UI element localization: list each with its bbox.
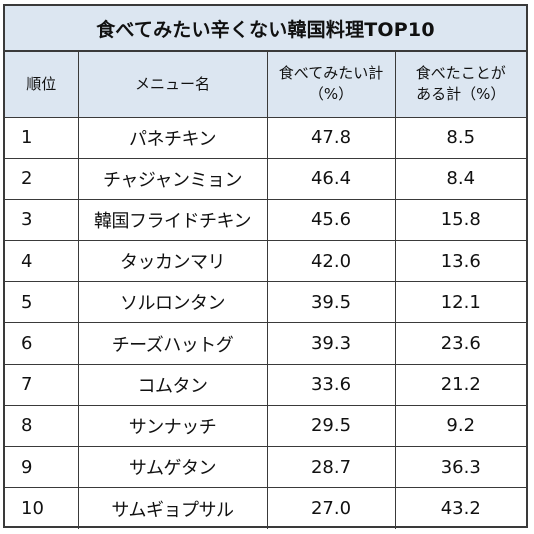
rank-cell: 10 <box>5 487 79 529</box>
rank-cell: 4 <box>5 240 79 283</box>
want-percent-cell: 29.5 <box>266 404 396 448</box>
header-menu: メニュー名 <box>77 52 268 118</box>
table-row: 6 チーズハットグ 39.3 23.6 <box>5 322 526 365</box>
menu-name-cell: サムギョプサル <box>77 487 268 529</box>
table-row: 5 ソルロンタン 39.5 12.1 <box>5 281 526 324</box>
table-row: 10 サムギョプサル 27.0 43.2 <box>5 487 526 529</box>
table-row: 3 韓国フライドチキン 45.6 15.8 <box>5 198 526 242</box>
header-rank: 順位 <box>5 52 79 118</box>
rank-cell: 6 <box>5 322 79 365</box>
ate-percent-cell: 8.4 <box>394 157 526 200</box>
ate-percent-cell: 43.2 <box>394 487 526 529</box>
menu-name-cell: ソルロンタン <box>77 281 268 324</box>
rank-cell: 1 <box>5 116 79 159</box>
menu-name-cell: タッカンマリ <box>77 240 268 283</box>
ate-percent-cell: 23.6 <box>394 322 526 365</box>
table-title: 食べてみたい辛くない韓国料理TOP10 <box>5 6 526 52</box>
menu-name-cell: 韓国フライドチキン <box>77 198 268 242</box>
menu-name-cell: チーズハットグ <box>77 322 268 365</box>
menu-name-cell: コムタン <box>77 363 268 406</box>
want-percent-cell: 42.0 <box>266 240 396 283</box>
header-row: 順位 メニュー名 食べてみたい計 （%） 食べたことが ある計（%） <box>5 52 526 118</box>
header-ate-line2: ある計（%） <box>416 85 506 104</box>
table-row: 2 チャジャンミョン 46.4 8.4 <box>5 157 526 200</box>
want-percent-cell: 39.5 <box>266 281 396 324</box>
ate-percent-cell: 21.2 <box>394 363 526 406</box>
header-want: 食べてみたい計 （%） <box>266 52 396 118</box>
menu-name-cell: サムゲタン <box>77 445 268 489</box>
table-row: 4 タッカンマリ 42.0 13.6 <box>5 240 526 283</box>
table-row: 7 コムタン 33.6 21.2 <box>5 363 526 406</box>
header-ate: 食べたことが ある計（%） <box>394 52 526 118</box>
ate-percent-cell: 8.5 <box>394 116 526 159</box>
ate-percent-cell: 15.8 <box>394 198 526 242</box>
ate-percent-cell: 13.6 <box>394 240 526 283</box>
rank-cell: 9 <box>5 445 79 489</box>
rank-cell: 2 <box>5 157 79 200</box>
ate-percent-cell: 36.3 <box>394 445 526 489</box>
want-percent-cell: 27.0 <box>266 487 396 529</box>
rank-cell: 7 <box>5 363 79 406</box>
table-row: 1 パネチキン 47.8 8.5 <box>5 116 526 159</box>
header-want-line1: 食べてみたい計 <box>278 64 384 83</box>
want-percent-cell: 45.6 <box>266 198 396 242</box>
table-row: 8 サンナッチ 29.5 9.2 <box>5 404 526 448</box>
table-row: 9 サムゲタン 28.7 36.3 <box>5 445 526 489</box>
menu-name-cell: パネチキン <box>77 116 268 159</box>
ate-percent-cell: 9.2 <box>394 404 526 448</box>
rank-cell: 3 <box>5 198 79 242</box>
table-body: 1 パネチキン 47.8 8.5 2 チャジャンミョン 46.4 8.4 3 韓国フライドチキン 4… <box>5 116 526 529</box>
ranking-table-frame: 食べてみたい辛くない韓国料理TOP10 順位 メニュー名 食べてみたい計 （%）… <box>3 4 528 529</box>
want-percent-cell: 47.8 <box>266 116 396 159</box>
ate-percent-cell: 12.1 <box>394 281 526 324</box>
want-percent-cell: 28.7 <box>266 445 396 489</box>
rank-cell: 5 <box>5 281 79 324</box>
ranking-table: 順位 メニュー名 食べてみたい計 （%） 食べたことが ある計（%） 1 パネチキ… <box>5 52 526 529</box>
rank-cell: 8 <box>5 404 79 448</box>
menu-name-cell: チャジャンミョン <box>77 157 268 200</box>
want-percent-cell: 33.6 <box>266 363 396 406</box>
menu-name-cell: サンナッチ <box>77 404 268 448</box>
header-ate-line1: 食べたことが <box>415 64 506 83</box>
want-percent-cell: 39.3 <box>266 322 396 365</box>
header-want-line2: （%） <box>308 85 354 104</box>
want-percent-cell: 46.4 <box>266 157 396 200</box>
